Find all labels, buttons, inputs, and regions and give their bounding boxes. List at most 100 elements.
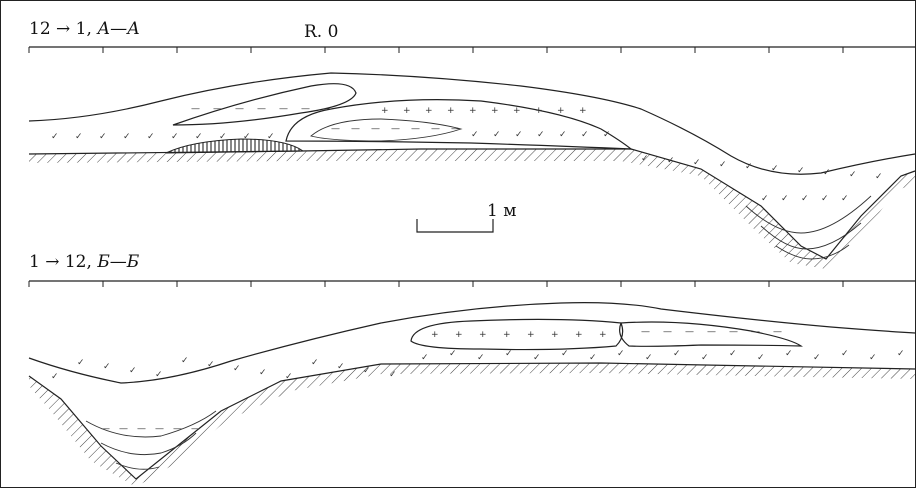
sediment-mark: ✓ [581,130,589,140]
sediment-mark: — [773,327,782,337]
sediment-mark: ✓ [745,162,753,172]
sediment-mark: — [279,104,288,114]
sediment-mark: ✓ [147,132,155,142]
ground-surface-top [28,148,916,260]
sediment-mark: — [257,104,266,114]
lens-upper [172,83,357,126]
ground-hatched-top [29,149,915,269]
lens-large [285,99,633,150]
sediment-marks-top: ✓ ✓ ✓ ✓ ✓ ✓ ✓ ✓ ✓ ✓✓ ✓ ✓ ✓ ✓ ✓ ✓ ✓ ✓ ✓✓ ✓ ✓ ✓ ✓— — — — — — — + + + + + + + +… [51,104,883,204]
sediment-mark: ✓ [449,349,457,359]
sediment-mark: + [469,106,477,116]
sediment-marks-bottom: ✓✓ ✓ ✓ ✓✓ ✓ ✓ ✓ ✓✓ ✓ ✓ ✓✓ ✓ ✓ ✓ ✓ ✓ ✓ ✓ ✓ ✓ ✓ ✓ ✓ ✓ ✓ ✓ ✓ ✓+ + + + + + + +… [51,327,905,434]
sediment-mark: — [137,424,146,434]
sediment-mark: ✓ [645,353,653,363]
sediment-mark: — [451,124,460,134]
sediment-mark: ✓ [813,353,821,363]
sediment-mark: ✓ [515,130,523,140]
sediment-mark: ✓ [781,194,789,204]
sediment-mark: + [403,106,411,116]
striped-lens [165,138,305,154]
sediment-mark: — [751,327,760,337]
sediment-mark: — [685,327,694,337]
sediment-mark: — [173,424,182,434]
section-bottom: 1 → 12, Б—Б ✓ ✓ ✓ ✓ ✓ ✓ ✓ ✓ ✓ ✓ ✓ ✓ ✓ ✓ ✓ ✓ ✓ ✓ ✓ ✓ ✓ ✓ ✓ ✓ ✓ ✓ ✓ ✓… [28,252,916,487]
ground-hatched-bottom [29,363,915,487]
sediment-mark: + [431,330,439,340]
sediment-mark: ✓ [51,372,59,382]
sediment-mark: ✓ [477,353,485,363]
sediment-mark: ✓ [849,170,857,180]
sediment-mark: ✓ [207,360,215,370]
sediment-mark: + [503,330,511,340]
trench-bottom-layer-2 [100,432,197,456]
sediment-mark: ✓ [701,353,709,363]
reference-point-label: R. 0 [304,22,338,42]
sediment-mark: ✓ [673,349,681,359]
sediment-mark: + [491,106,499,116]
sediment-mark: — [191,424,200,434]
soil-surface-top [28,72,916,175]
sediment-mark: — [119,424,128,434]
sediment-mark: + [513,106,521,116]
sediment-mark: + [447,106,455,116]
sediment-mark: ✓ [561,349,569,359]
sediment-mark: ✓ [667,156,675,166]
sediment-mark: — [411,124,420,134]
sediment-mark: ✓ [103,362,111,372]
ground-surface-bottom [28,362,916,480]
sediment-mark: ✓ [785,349,793,359]
sediment-mark: ✓ [505,349,513,359]
sediment-mark: ✓ [559,130,567,140]
sediment-mark: ✓ [797,166,805,176]
sediment-mark: + [575,330,583,340]
lens-bottom-right [619,321,803,347]
trench-layer-2 [760,222,862,250]
sediment-mark: — [641,327,650,337]
sediment-mark: — [663,327,672,337]
sediment-mark: ✓ [311,358,319,368]
sediment-mark: — [235,104,244,114]
sediment-mark: + [599,330,607,340]
sediment-mark: ✓ [123,132,131,142]
sediment-mark: — [101,424,110,434]
sediment-mark: — [707,327,716,337]
sediment-mark: ✓ [363,366,371,376]
sediment-mark: ✓ [533,353,541,363]
sediment-mark: ✓ [493,130,501,140]
sediment-mark: ✓ [761,194,769,204]
trench-bottom-layer-1 [85,410,217,438]
sediment-mark: ✓ [259,368,267,378]
trench-layer-3 [775,244,850,260]
sediment-mark: + [527,330,535,340]
soil-surface-bottom [28,302,916,384]
sediment-mark: ✓ [51,132,59,142]
scale-bar: 1 м [416,201,516,233]
sediment-mark: — [431,124,440,134]
sediment-mark: ✓ [219,132,227,142]
sediment-mark: — [331,124,340,134]
sediment-mark: — [391,124,400,134]
sediment-mark: ✓ [757,353,765,363]
sediment-mark: ✓ [771,164,779,174]
sediment-mark: ✓ [171,132,179,142]
sediment-mark: ✓ [195,132,203,142]
sediment-mark: ✓ [537,130,545,140]
sediment-mark: ✓ [841,194,849,204]
sediment-mark: ✓ [99,132,107,142]
sediment-mark: ✓ [155,370,163,380]
sediment-mark: ✓ [75,132,83,142]
sediment-mark: ✓ [729,349,737,359]
sediment-mark: ✓ [875,172,883,182]
trench-bottom-layer-3 [115,462,160,470]
sediment-mark: ✓ [285,372,293,382]
sediment-mark: ✓ [421,353,429,363]
sediment-mark: + [557,106,565,116]
sediment-mark: ✓ [821,194,829,204]
sediment-mark: ✓ [267,132,275,142]
sediment-mark: + [579,106,587,116]
sediment-mark: + [479,330,487,340]
sediment-mark: ✓ [243,132,251,142]
